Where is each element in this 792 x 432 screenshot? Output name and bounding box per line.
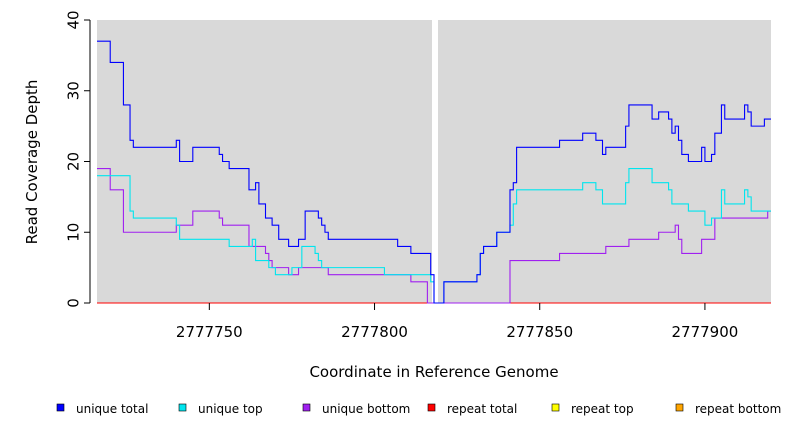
legend-label-unique-top: unique top bbox=[198, 402, 263, 416]
series-unique-total bbox=[97, 40, 771, 304]
x-axis-title: Coordinate in Reference Genome bbox=[309, 363, 558, 381]
y-tick-label: 10 bbox=[65, 223, 83, 242]
plot-gap bbox=[432, 20, 438, 303]
legend: unique total unique top unique bottom repea… bbox=[56, 402, 781, 416]
y-axis-title: Read Coverage Depth bbox=[23, 80, 41, 245]
legend-swatch-unique-total bbox=[56, 403, 65, 412]
legend-label-repeat-total: repeat total bbox=[447, 402, 517, 416]
y-tick-label: 40 bbox=[65, 10, 83, 29]
legend-label-repeat-bottom: repeat bottom bbox=[695, 402, 781, 416]
x-tick-label: 2777900 bbox=[672, 323, 739, 341]
legend-swatch-unique-top bbox=[178, 403, 187, 412]
legend-swatch-repeat-bottom bbox=[675, 403, 684, 412]
legend-label-repeat-top: repeat top bbox=[571, 402, 634, 416]
legend-label-unique-total: unique total bbox=[76, 402, 148, 416]
y-tick-label: 30 bbox=[65, 81, 83, 100]
x-tick-label: 2777850 bbox=[506, 323, 573, 341]
legend-label-unique-bottom: unique bottom bbox=[322, 402, 410, 416]
y-tick-label: 20 bbox=[65, 152, 83, 171]
x-axis: 2777750 2777800 2777850 2777900 bbox=[176, 303, 738, 341]
legend-swatch-repeat-total bbox=[427, 403, 436, 412]
legend-swatch-repeat-top bbox=[551, 403, 560, 412]
y-tick-label: 0 bbox=[65, 298, 83, 308]
legend-swatch-unique-bottom bbox=[302, 403, 311, 412]
x-tick-label: 2777800 bbox=[341, 323, 408, 341]
y-axis: 0 10 20 30 40 bbox=[65, 10, 91, 308]
x-tick-label: 2777750 bbox=[176, 323, 243, 341]
